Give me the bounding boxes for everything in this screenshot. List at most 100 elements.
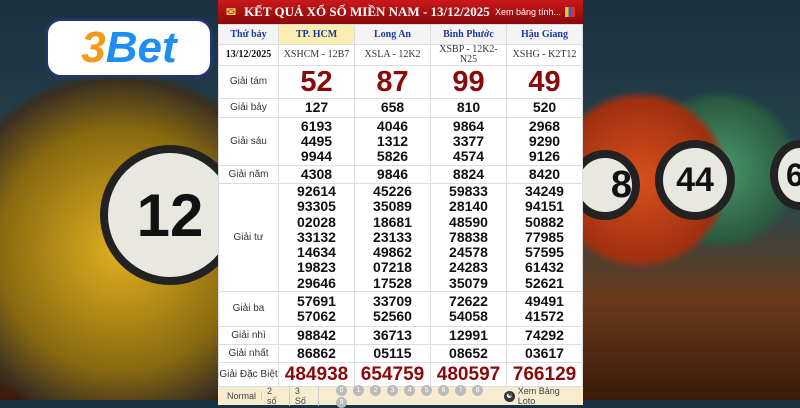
prize-cell: 05115 [354, 344, 431, 364]
prize-number: 4574 [452, 148, 485, 165]
prize-row: Giải Đặc Biệt 484938 654759 480597 766129 [218, 362, 583, 388]
prize-number: 35079 [449, 274, 488, 291]
prize-number: 52560 [373, 308, 412, 325]
prize-number: 4495 [300, 132, 333, 149]
digit-ball-7[interactable]: 7 [455, 385, 467, 397]
prize-cell: 72622 54058 [430, 291, 507, 328]
prize-label: Giải nhì [218, 326, 279, 346]
prize-number: 14634 [297, 244, 336, 261]
prize-number: 48590 [449, 213, 488, 230]
prize-cell: 6193 4495 9944 [278, 117, 355, 166]
day-label: Thứ bảy [218, 24, 279, 45]
draw-code: XSLA - 12K2 [354, 44, 431, 66]
prize-number: 28140 [449, 198, 488, 215]
draw-date: 13/12/2025 [218, 44, 279, 66]
prize-number: 17528 [373, 274, 412, 291]
prize-number: 127 [304, 99, 329, 116]
prize-cell: 74292 [506, 326, 583, 346]
prize-number: 49491 [525, 292, 564, 309]
digit-ball-6[interactable]: 6 [438, 385, 450, 397]
province-binh-phuoc[interactable]: Bình Phước [430, 24, 507, 45]
prize-cell: 59833 28140 48590 78838 24578 24283 35079 [430, 182, 507, 293]
prize-number: 86862 [297, 344, 336, 361]
prize-cell: 520 [506, 98, 583, 118]
prize-number: 35089 [373, 198, 412, 215]
province-tp-hcm[interactable]: TP. HCM [278, 24, 355, 45]
chart-icon[interactable] [565, 7, 575, 17]
prize-cell: 86862 [278, 344, 355, 364]
digit-ball-2[interactable]: 2 [370, 385, 382, 397]
prize-cell: 4308 [278, 165, 355, 184]
prize-number: 02028 [297, 213, 336, 230]
prize-number: 33709 [373, 292, 412, 309]
prize-cell: 34249 94151 50882 77985 57595 61432 52621 [506, 182, 583, 293]
prize-number: 5826 [376, 148, 409, 165]
prize-number: 658 [380, 99, 405, 116]
prize-number: 9290 [528, 132, 561, 149]
prize-number: 54058 [449, 308, 488, 325]
prize-label: Giải nhất [218, 344, 279, 364]
digit-ball-3[interactable]: 3 [387, 385, 399, 397]
province-long-an[interactable]: Long An [354, 24, 431, 45]
digit-ball-0[interactable]: 0 [336, 385, 348, 397]
prize-row: Giải tám 52 87 99 49 [218, 65, 583, 99]
prize-number: 52621 [525, 274, 564, 291]
prize-number: 8420 [528, 165, 561, 182]
prize-number: 07218 [373, 259, 412, 276]
prize-label: Giải năm [218, 165, 279, 184]
prize-number: 87 [376, 65, 409, 98]
prize-number: 9846 [376, 165, 409, 182]
prize-label: Giải ba [218, 291, 279, 328]
mode-2-digits[interactable]: 2 số [262, 386, 290, 407]
prize-row: Giải nhất 86862 05115 08652 03617 [218, 344, 583, 364]
prize-cell: 49 [506, 65, 583, 99]
prize-number: 2968 [528, 117, 561, 134]
prize-number: 50882 [525, 213, 564, 230]
lottery-results-panel: ✉ KẾT QUẢ XỔ SỐ MIỀN NAM - 13/12/2025 Xe… [218, 0, 583, 408]
mode-3-digits[interactable]: 3 Số [290, 386, 320, 407]
digit-ball-9[interactable]: 9 [336, 397, 348, 408]
prize-number: 480597 [436, 364, 501, 386]
yin-yang-icon[interactable]: ☯ [503, 390, 515, 402]
prize-number: 74292 [525, 326, 564, 343]
3bet-logo: 3 Bet [45, 18, 213, 78]
prize-number: 18681 [373, 213, 412, 230]
prize-cell: 9864 3377 4574 [430, 117, 507, 166]
prize-number: 98842 [297, 326, 336, 343]
prize-label: Giải Đặc Biệt [218, 362, 279, 388]
prize-cell: 98842 [278, 326, 355, 346]
view-loto-link[interactable]: Xem Bảng Loto [517, 386, 560, 407]
digit-ball-4[interactable]: 4 [404, 385, 416, 397]
lottery-ball-12: 12 [100, 145, 240, 285]
prize-number: 59833 [449, 183, 488, 199]
prize-number: 61432 [525, 259, 564, 276]
prize-cell: 127 [278, 98, 355, 118]
prize-row: Giải ba 57691 57062 33709 52560 72622 54058 494… [218, 291, 583, 328]
prize-label: Giải tám [218, 65, 279, 99]
prize-number: 77985 [525, 228, 564, 245]
results-title: KẾT QUẢ XỔ SỐ MIỀN NAM - 13/12/2025 [244, 4, 490, 19]
prize-row: Giải nhì 98842 36713 12991 74292 [218, 326, 583, 346]
view-table-link[interactable]: Xem bảng tính... [494, 7, 561, 17]
prize-number: 23133 [373, 228, 412, 245]
prize-number: 9126 [528, 148, 561, 165]
digit-ball-1[interactable]: 1 [353, 385, 365, 397]
prize-cell: 92614 93305 02028 33132 14634 19823 29646 [278, 182, 355, 293]
prize-number: 8824 [452, 165, 485, 182]
mode-normal[interactable]: Normal [222, 391, 263, 402]
prize-number: 05115 [373, 344, 412, 361]
province-hau-giang[interactable]: Hậu Giang [506, 24, 583, 45]
prize-number: 45226 [373, 183, 412, 199]
prize-cell: 99 [430, 65, 507, 99]
prize-cell: 484938 [278, 362, 355, 388]
prize-cell: 52 [278, 65, 355, 99]
prize-cell: 49491 41572 [506, 291, 583, 328]
prize-number: 3377 [452, 132, 485, 149]
prize-number: 41572 [525, 308, 564, 325]
digit-ball-8[interactable]: 8 [472, 385, 484, 397]
digit-ball-5[interactable]: 5 [421, 385, 433, 397]
prize-number: 52 [300, 65, 333, 98]
prize-number: 57062 [297, 308, 336, 325]
prize-cell: 2968 9290 9126 [506, 117, 583, 166]
prize-cell: 766129 [506, 362, 583, 388]
